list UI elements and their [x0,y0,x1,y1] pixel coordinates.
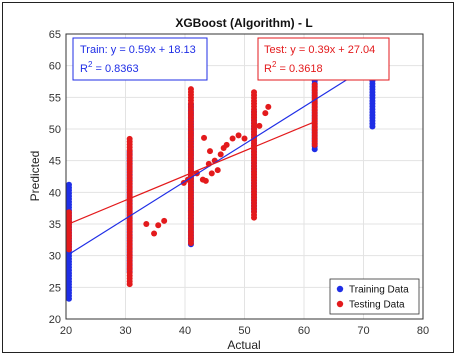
legend-border [329,278,420,315]
testing-points [65,81,318,288]
testing-point [265,103,272,110]
testing-point [208,170,215,177]
legend: Training Data Testing Data [329,278,420,315]
testing-point [151,230,158,237]
train-equation-text: Train: y = 0.59x + 18.13 [80,44,196,56]
test-r2-value: = 0.3618 [276,63,322,75]
training-fit-line [68,63,373,255]
train-r2-text: R2 = 0.8363 [80,60,139,75]
testing-point [229,135,236,142]
y-tick-label: 30 [49,251,61,263]
y-tick-label: 65 [49,29,61,41]
x-tick-label: 80 [417,325,429,337]
testing-point [241,135,248,142]
x-tick-label: 70 [357,325,369,337]
plot-border [65,33,424,320]
x-axis-ticks: 20 30 40 50 60 70 80 [60,325,429,337]
train-equation-box: Train: y = 0.59x + 18.13 R2 = 0.8363 [72,37,208,81]
testing-point [256,122,263,129]
y-tick-label: 45 [49,156,61,168]
testing-point [217,151,224,158]
test-r2-text: R2 = 0.3618 [264,60,323,75]
testing-point [262,110,269,117]
y-tick-label: 50 [49,124,61,136]
y-tick-label: 25 [49,282,61,294]
test-r2-sup: 2 [272,60,277,69]
legend-marker-training [336,285,344,293]
x-tick-label: 40 [179,325,191,337]
testing-point [214,167,221,174]
y-tick-label: 35 [49,219,61,231]
legend-marker-testing [336,300,344,308]
x-tick-label: 30 [119,325,131,337]
x-tick-label: 60 [298,325,310,337]
fit-lines [68,63,373,255]
x-tick-label: 50 [238,325,250,337]
x-axis-label: Actual [227,338,260,352]
y-tick-label: 60 [49,61,61,73]
testing-point [187,86,194,93]
train-r2-label: R [80,63,88,75]
testing-point [206,148,213,155]
test-equation-text: Test: y = 0.39x + 27.04 [264,44,375,56]
testing-point [161,217,168,224]
x-tick-label: 20 [60,325,72,337]
train-r2-sup: 2 [88,60,93,69]
legend-label-training: Training Data [349,285,409,296]
y-axis-label: Predicted [28,151,42,202]
testing-point [235,132,242,139]
y-tick-label: 55 [49,92,61,104]
testing-point [126,135,133,142]
legend-label-testing: Testing Data [349,300,405,311]
test-equation-box: Test: y = 0.39x + 27.04 R2 = 0.3618 [257,37,390,81]
testing-point [65,209,72,216]
y-tick-label: 40 [49,187,61,199]
testing-point [201,134,208,141]
testing-point [202,177,209,184]
testing-point [155,222,162,229]
testing-point [251,89,258,96]
y-tick-label: 20 [49,314,61,326]
testing-fit-line [68,121,315,225]
test-r2-label: R [264,63,272,75]
testing-point [311,81,318,88]
training-point [65,181,72,188]
y-axis-ticks: 20 25 30 35 40 45 50 55 60 65 [49,29,61,326]
test-equation-border [257,37,390,81]
train-equation-border [72,37,208,81]
chart-frame: 20 30 40 50 60 70 80 20 25 30 35 40 45 50 55 60 65 XGBo… [2,2,454,353]
train-r2-value: = 0.8363 [92,63,138,75]
testing-point [143,221,150,227]
testing-point [223,141,230,148]
xgboost-scatter-chart: 20 30 40 50 60 70 80 20 25 30 35 40 45 50 55 60 65 XGBo… [28,16,429,352]
chart-title: XGBoost (Algorithm) - L [175,16,312,30]
